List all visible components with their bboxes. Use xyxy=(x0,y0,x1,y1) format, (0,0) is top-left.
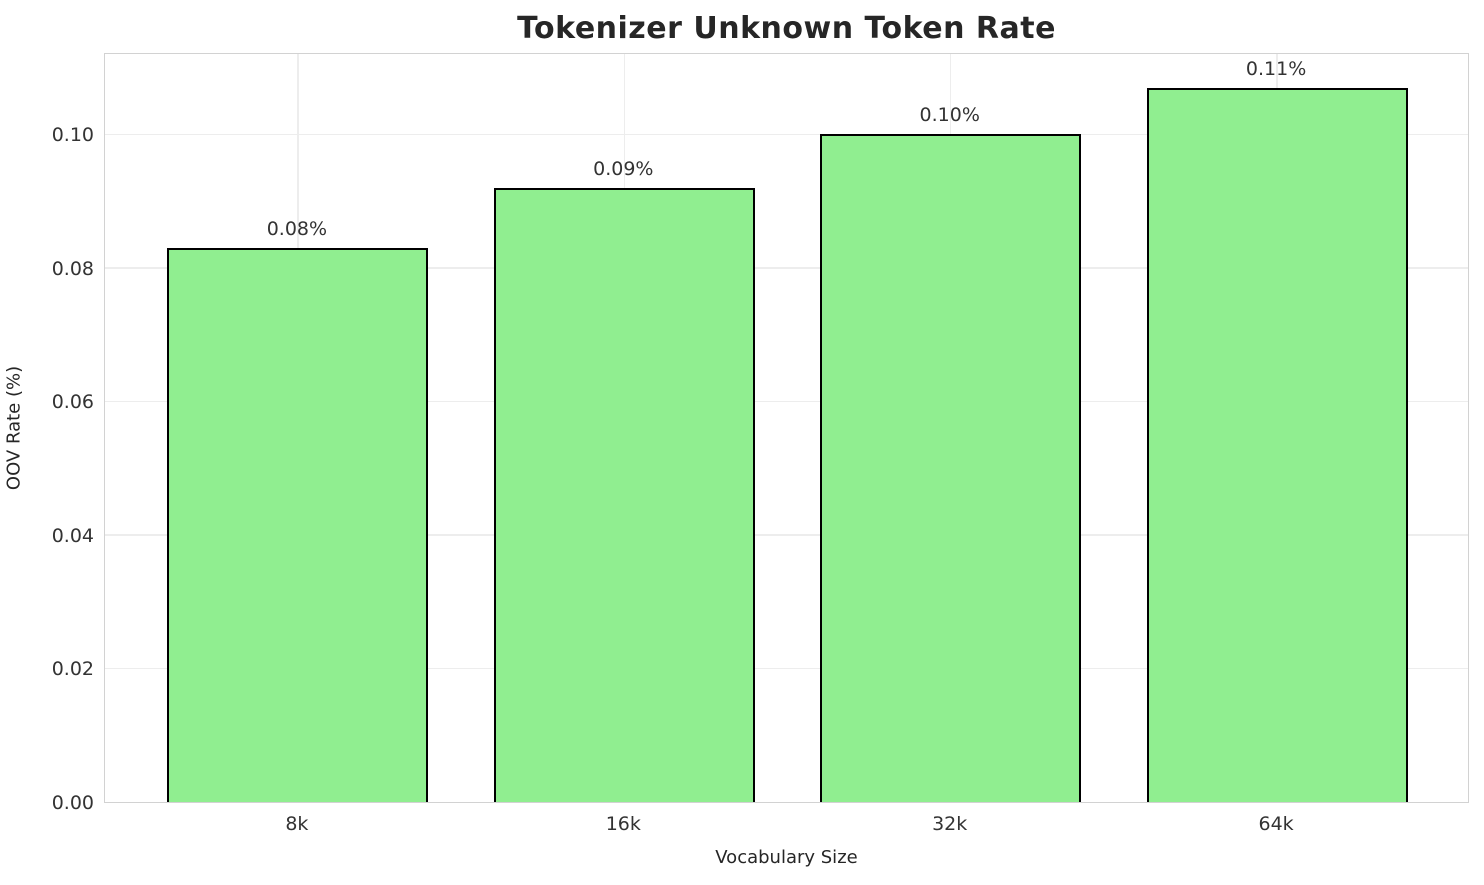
y-tick-label: 0.06 xyxy=(51,391,94,414)
y-gridline xyxy=(105,400,1468,403)
y-tick-label: 0.00 xyxy=(51,792,94,814)
y-gridline xyxy=(105,133,1468,136)
y-tick-label: 0.02 xyxy=(51,658,94,681)
y-gridline xyxy=(105,267,1468,269)
bar-value-label: 0.10% xyxy=(919,104,980,127)
y-tick-label: 0.04 xyxy=(51,524,94,547)
x-axis-label: Vocabulary Size xyxy=(715,847,858,868)
bar-8k xyxy=(167,247,429,802)
bar-32k xyxy=(820,134,1082,802)
y-gridline xyxy=(105,667,1468,670)
chart-title: Tokenizer Unknown Token Rate xyxy=(517,11,1056,46)
x-tick-label-16k: 16k xyxy=(605,813,641,835)
y-tick-label: 0.08 xyxy=(51,257,94,280)
bar-value-label: 0.08% xyxy=(266,217,328,240)
x-tick-label-64k: 64k xyxy=(1258,813,1294,835)
bar-16k xyxy=(493,187,755,802)
bar-value-label: 0.09% xyxy=(593,157,654,180)
bar-value-label: 0.11% xyxy=(1245,57,1307,80)
x-tick-label-32k: 32k xyxy=(932,813,968,835)
y-gridline xyxy=(105,534,1468,536)
x-tick-label-8k: 8k xyxy=(285,813,309,835)
bar-64k xyxy=(1146,87,1408,802)
plot-area xyxy=(104,53,1469,803)
y-tick-label: 0.10 xyxy=(51,124,94,147)
y-axis-label: OOV Rate (%) xyxy=(3,365,25,491)
